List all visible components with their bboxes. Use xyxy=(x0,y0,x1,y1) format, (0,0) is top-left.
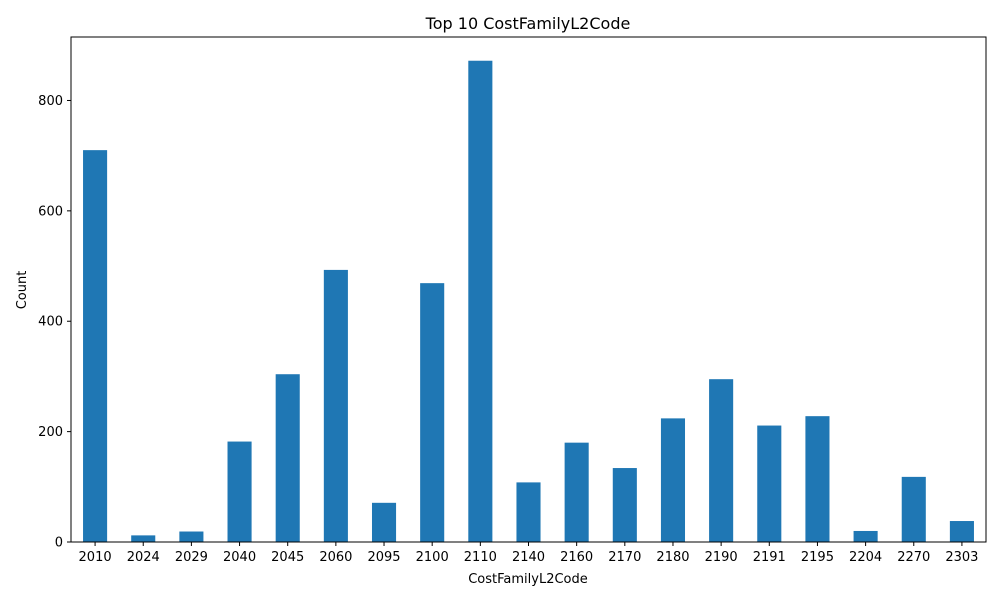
bar-2024 xyxy=(131,535,156,542)
bar-2029 xyxy=(179,531,204,542)
bar-2040 xyxy=(227,441,252,542)
bar-2060 xyxy=(323,269,348,542)
x-tick-label: 2029 xyxy=(175,550,208,565)
x-tick-label: 2060 xyxy=(319,550,352,565)
x-tick-label: 2170 xyxy=(608,550,641,565)
bar-2180 xyxy=(660,418,686,542)
bar-2190 xyxy=(709,379,734,542)
bar-2045 xyxy=(275,374,300,542)
x-tick-label: 2204 xyxy=(849,550,882,565)
y-tick-label: 200 xyxy=(38,425,63,440)
y-tick-label: 600 xyxy=(38,204,63,219)
x-tick-label: 2040 xyxy=(223,550,256,565)
x-axis-title: CostFamilyL2Code xyxy=(468,572,588,587)
y-tick-label: 400 xyxy=(38,315,63,330)
x-tick-label: 2190 xyxy=(705,550,738,565)
x-tick-label: 2045 xyxy=(271,550,304,565)
y-axis-ticks: 0 200 400 600 800 xyxy=(38,94,71,551)
x-tick-label: 2100 xyxy=(416,550,449,565)
bar-2140 xyxy=(516,482,541,542)
x-tick-label: 2140 xyxy=(512,550,545,565)
bar-2195 xyxy=(805,416,830,542)
x-tick-label: 2095 xyxy=(367,550,400,565)
bar-2303 xyxy=(949,521,974,542)
x-tick-label: 2160 xyxy=(560,550,593,565)
bar-2204 xyxy=(853,530,878,542)
y-tick-label: 800 xyxy=(38,94,63,109)
bars-group xyxy=(83,60,974,542)
y-tick-label: 0 xyxy=(55,536,63,551)
plot-frame xyxy=(70,36,987,543)
x-tick-label: 2010 xyxy=(79,550,112,565)
y-axis-title: Count xyxy=(15,271,30,310)
bar-2095 xyxy=(371,502,397,542)
chart-title: Top 10 CostFamilyL2Code xyxy=(425,14,631,33)
x-axis-ticks: 2010 2024 2029 2040 2045 2060 2095 2100 2110 2140… xyxy=(79,542,978,565)
bar-2170 xyxy=(612,468,637,542)
bar-2100 xyxy=(420,283,445,542)
bar-2160 xyxy=(564,442,589,542)
bar-2110 xyxy=(468,60,493,542)
bar-2010 xyxy=(83,150,108,542)
x-tick-label: 2110 xyxy=(464,550,497,565)
x-tick-label: 2180 xyxy=(656,550,689,565)
x-tick-label: 2270 xyxy=(897,550,930,565)
x-tick-label: 2191 xyxy=(753,550,786,565)
x-tick-label: 2195 xyxy=(801,550,834,565)
x-tick-label: 2303 xyxy=(945,550,978,565)
bar-2270 xyxy=(901,476,926,542)
bar-2191 xyxy=(757,425,782,542)
x-tick-label: 2024 xyxy=(127,550,160,565)
